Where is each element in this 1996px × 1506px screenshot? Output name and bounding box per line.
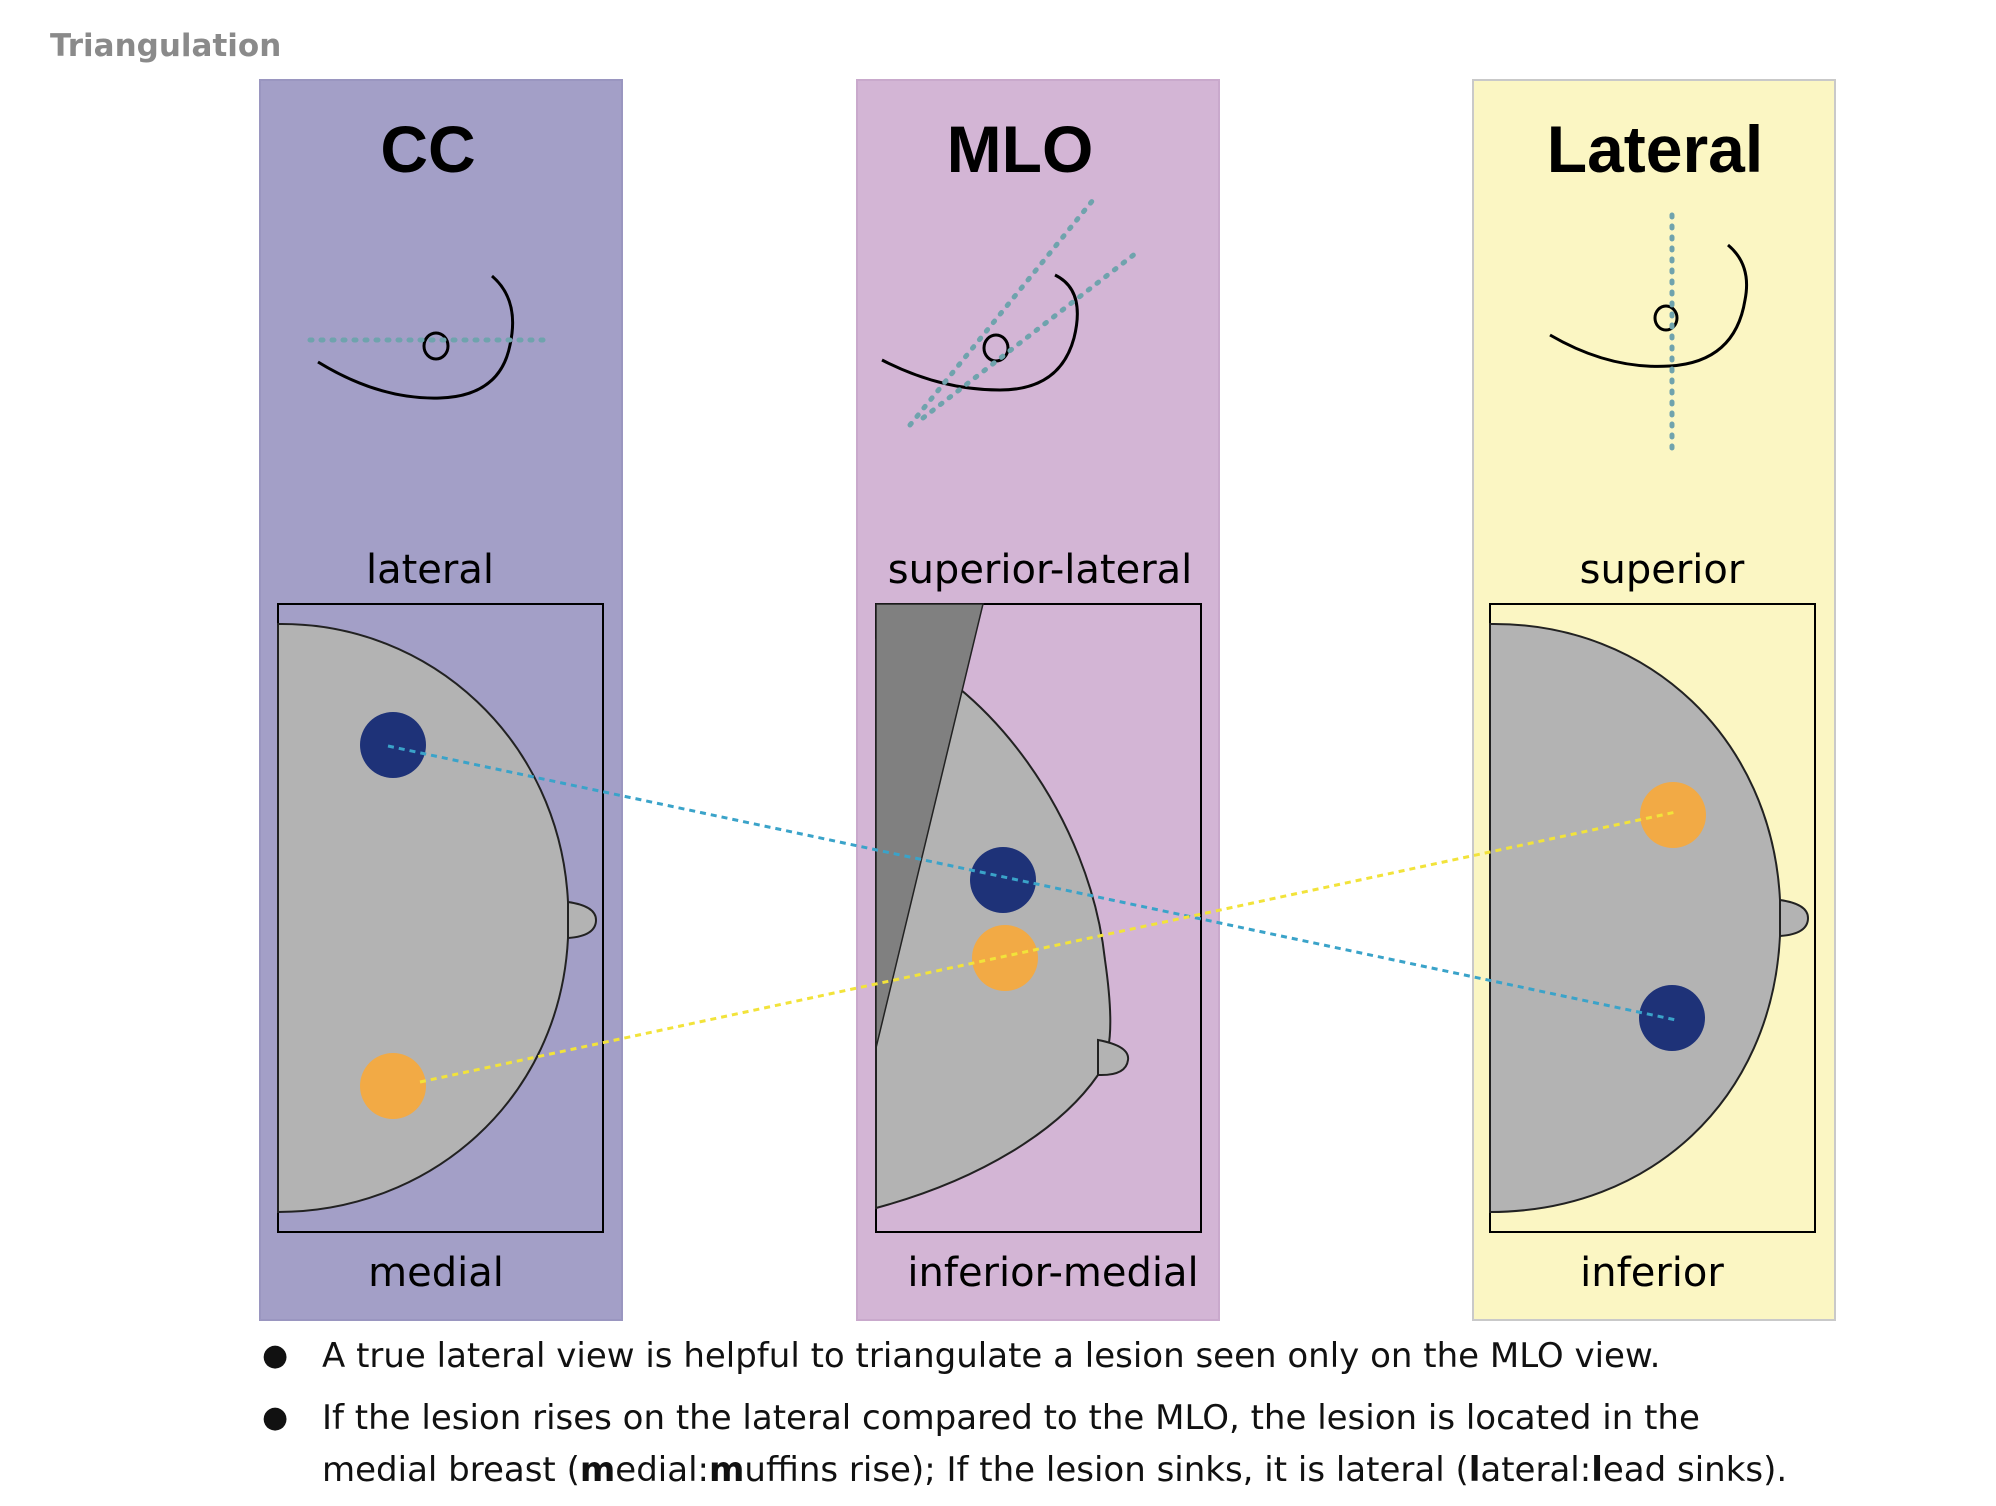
cc-heading: CC [380, 112, 475, 186]
mlo-sketch [881, 197, 1143, 428]
bullet-item-2: ● If the lesion rises on the lateral com… [248, 1392, 1948, 1496]
cc-top-label: lateral [366, 547, 494, 593]
bullet-dot-icon: ● [262, 1338, 289, 1373]
lateral-top-label: superior [1580, 547, 1745, 593]
mlo-bottom-label: inferior-medial [907, 1250, 1198, 1296]
cc-lesion-blue [360, 712, 426, 778]
cc-lesion-orange [360, 1053, 426, 1119]
mlo-heading: MLO [947, 112, 1094, 186]
lateral-heading: Lateral [1547, 112, 1763, 186]
yellow-triangulation-line [419, 810, 1677, 1084]
bullet-text-1: A true lateral view is helpful to triang… [322, 1336, 1661, 1376]
bullet-dot-icon: ● [262, 1400, 289, 1435]
lateral-bottom-label: inferior [1580, 1250, 1724, 1296]
lateral-lesion-orange [1640, 782, 1706, 848]
mlo-lesion-blue [970, 847, 1036, 913]
cc-sketch [307, 274, 548, 400]
bullet-list: ● A true lateral view is helpful to tria… [248, 1330, 1948, 1506]
bullet-item-1: ● A true lateral view is helpful to tria… [248, 1330, 1948, 1382]
bullet-text-2-line-1: If the lesion rises on the lateral compa… [322, 1398, 1700, 1438]
mlo-lesion-orange [972, 925, 1038, 991]
lateral-breast-view [1489, 603, 1816, 1233]
mlo-top-label: superior-lateral [888, 547, 1193, 593]
mlo-breast-view [875, 603, 1202, 1233]
lateral-sketch [1549, 212, 1749, 455]
cc-bottom-label: medial [368, 1250, 504, 1296]
bullet-text-2-line-2: medial breast (medial:muffins rise); If … [322, 1450, 1788, 1490]
slide-title: Triangulation [50, 28, 282, 64]
